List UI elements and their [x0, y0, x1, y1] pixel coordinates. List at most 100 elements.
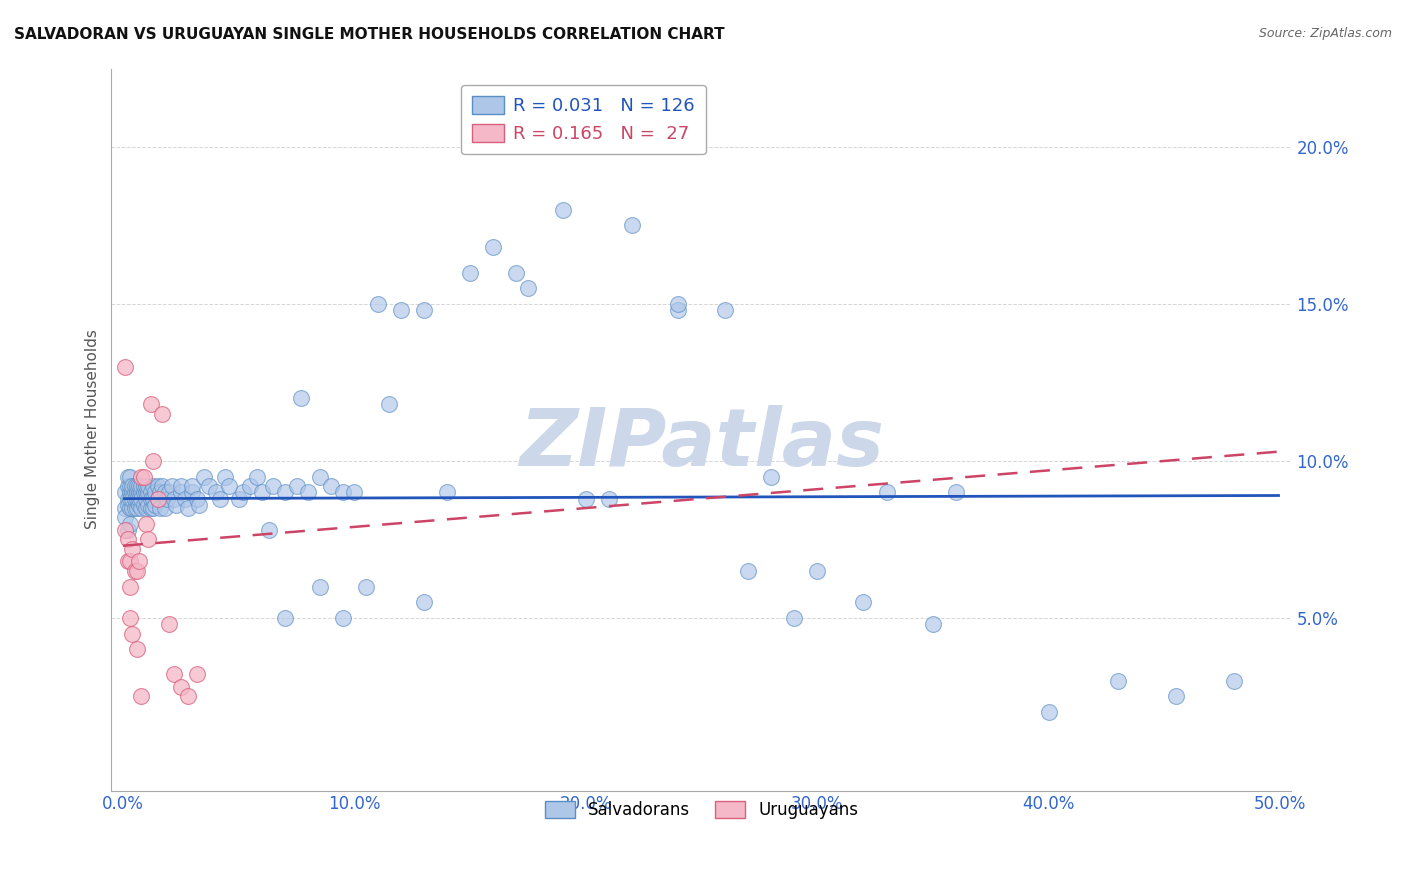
Point	[125, 479, 148, 493]
Point	[257, 523, 280, 537]
Point	[332, 611, 354, 625]
Point	[118, 491, 141, 506]
Point	[114, 501, 136, 516]
Point	[209, 491, 232, 506]
Point	[274, 485, 297, 500]
Point	[138, 533, 160, 547]
Point	[412, 303, 434, 318]
Point	[945, 485, 967, 500]
Point	[713, 303, 735, 318]
Point	[131, 690, 153, 704]
Point	[193, 469, 215, 483]
Point	[204, 485, 226, 500]
Point	[250, 485, 273, 500]
Point	[666, 297, 689, 311]
Point	[458, 266, 481, 280]
Text: Source: ZipAtlas.com: Source: ZipAtlas.com	[1258, 27, 1392, 40]
Point	[118, 611, 141, 625]
Point	[366, 297, 388, 311]
Point	[1222, 673, 1244, 688]
Point	[135, 479, 157, 493]
Point	[131, 479, 153, 493]
Point	[117, 523, 139, 537]
Point	[149, 485, 172, 500]
Point	[482, 240, 505, 254]
Point	[117, 533, 139, 547]
Point	[308, 580, 330, 594]
Point	[132, 498, 155, 512]
Point	[139, 501, 162, 516]
Point	[181, 485, 204, 500]
Text: SALVADORAN VS URUGUAYAN SINGLE MOTHER HOUSEHOLDS CORRELATION CHART: SALVADORAN VS URUGUAYAN SINGLE MOTHER HO…	[14, 27, 724, 42]
Point	[125, 485, 148, 500]
Point	[121, 479, 143, 493]
Point	[378, 397, 401, 411]
Point	[117, 469, 139, 483]
Point	[128, 498, 150, 512]
Point	[131, 501, 153, 516]
Point	[181, 479, 204, 493]
Point	[117, 479, 139, 493]
Point	[290, 391, 312, 405]
Point	[389, 303, 412, 318]
Point	[285, 479, 308, 493]
Point	[218, 479, 240, 493]
Point	[876, 485, 898, 500]
Point	[177, 501, 200, 516]
Point	[188, 498, 211, 512]
Point	[121, 501, 143, 516]
Point	[516, 281, 538, 295]
Point	[128, 485, 150, 500]
Point	[117, 491, 139, 506]
Point	[132, 479, 155, 493]
Point	[157, 617, 180, 632]
Point	[150, 479, 173, 493]
Point	[135, 485, 157, 500]
Point	[138, 498, 160, 512]
Point	[170, 680, 193, 694]
Point	[118, 516, 141, 531]
Point	[125, 491, 148, 506]
Point	[214, 469, 236, 483]
Point	[121, 541, 143, 556]
Point	[197, 479, 219, 493]
Point	[114, 523, 136, 537]
Point	[174, 491, 197, 506]
Point	[118, 485, 141, 500]
Point	[128, 479, 150, 493]
Point	[135, 501, 157, 516]
Point	[145, 485, 167, 500]
Point	[135, 516, 157, 531]
Point	[135, 491, 157, 506]
Point	[145, 498, 167, 512]
Point	[737, 564, 759, 578]
Point	[125, 501, 148, 516]
Point	[121, 491, 143, 506]
Point	[118, 580, 141, 594]
Point	[131, 469, 153, 483]
Point	[139, 491, 162, 506]
Point	[146, 491, 169, 506]
Point	[505, 266, 527, 280]
Point	[412, 595, 434, 609]
Point	[321, 479, 343, 493]
Point	[274, 611, 297, 625]
Point	[852, 595, 875, 609]
Point	[1164, 690, 1187, 704]
Point	[177, 690, 200, 704]
Point	[621, 219, 644, 233]
Point	[163, 667, 186, 681]
Point	[125, 642, 148, 657]
Point	[117, 554, 139, 568]
Point	[114, 485, 136, 500]
Point	[354, 580, 377, 594]
Point	[921, 617, 943, 632]
Text: ZIPatlas: ZIPatlas	[519, 405, 884, 483]
Point	[759, 469, 782, 483]
Point	[118, 469, 141, 483]
Y-axis label: Single Mother Households: Single Mother Households	[86, 330, 100, 530]
Point	[239, 479, 262, 493]
Point	[150, 407, 173, 421]
Point	[186, 491, 208, 506]
Point	[163, 491, 186, 506]
